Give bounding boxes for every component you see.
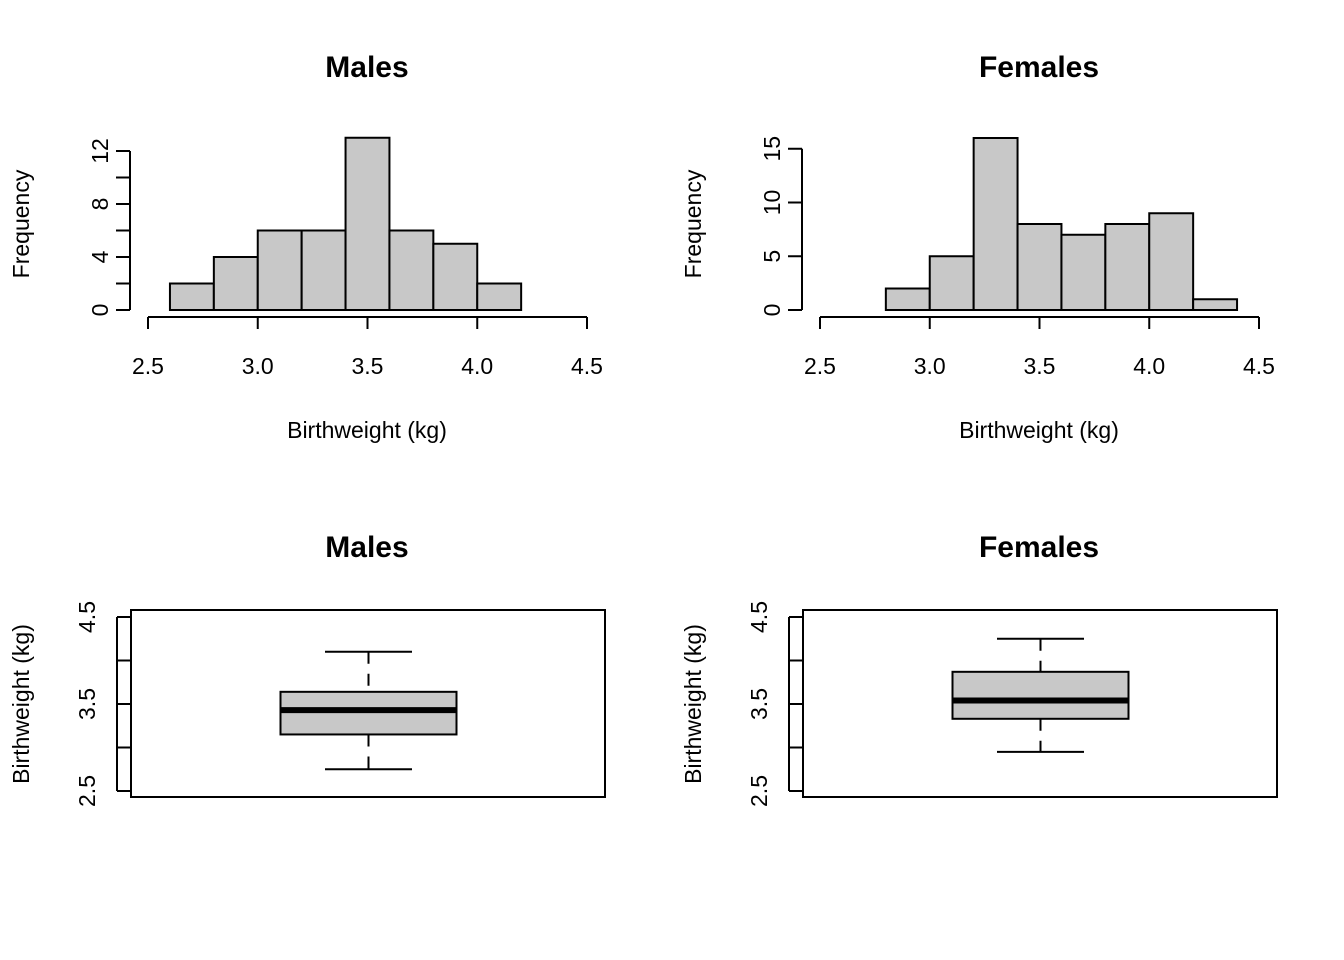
y-axis-label: Frequency <box>680 169 706 278</box>
histogram-bar <box>256 229 303 311</box>
boxplot-marks: 2.5 3.5 4.5 <box>74 601 606 807</box>
panel-males-boxplot: Males Birthweight (kg) 2.5 3.5 4.5 <box>8 531 606 807</box>
x-tick-label: 4.0 <box>1133 353 1165 379</box>
x-tick-label: 2.5 <box>804 353 836 379</box>
panel-males-histogram: Males Birthweight (kg) Frequency 2.5 3.0 3… <box>8 51 603 443</box>
y-tick-label: 15 <box>759 136 785 162</box>
x-tick-label: 4.5 <box>571 353 603 379</box>
histogram-bar <box>212 256 259 311</box>
iqr-box <box>951 670 1130 720</box>
y-tick-label: 0 <box>87 304 113 317</box>
panel-females-boxplot: Females Birthweight (kg) 2.5 3.5 4.5 <box>680 531 1278 807</box>
histogram-bar <box>1060 233 1107 311</box>
y-tick-label: 3.5 <box>74 688 100 720</box>
panel-females-histogram: Females Birthweight (kg) Frequency 2.5 3.… <box>680 51 1275 443</box>
x-tick-label: 2.5 <box>132 353 164 379</box>
y-tick-label: 0 <box>759 304 785 317</box>
y-tick-label: 4.5 <box>74 601 100 633</box>
chart-title: Males <box>325 51 408 84</box>
x-tick-label: 4.5 <box>1243 353 1275 379</box>
histogram-bar <box>1192 298 1239 311</box>
histogram-bar <box>344 136 391 311</box>
histogram-bar <box>884 287 931 311</box>
y-axis-label: Birthweight (kg) <box>8 624 34 784</box>
boxplot-marks: 2.5 3.5 4.5 <box>746 601 1278 807</box>
histogram-bar <box>1148 212 1195 311</box>
histogram-bar <box>300 229 347 311</box>
histogram-bar <box>972 137 1019 311</box>
y-tick-label: 3.5 <box>746 688 772 720</box>
chart-title: Females <box>979 51 1099 84</box>
histogram-bar <box>928 255 975 311</box>
y-tick-label: 8 <box>87 198 113 211</box>
y-axis-label: Frequency <box>8 169 34 278</box>
chart-title: Females <box>979 531 1099 564</box>
histogram-bar <box>432 242 479 311</box>
histogram-marks: 2.5 3.0 3.5 4.0 4.5 0 5 10 15 <box>759 136 1275 379</box>
y-tick-label: 5 <box>759 250 785 263</box>
y-tick-label: 12 <box>87 138 113 164</box>
x-axis-label: Birthweight (kg) <box>287 417 447 443</box>
x-tick-label: 3.0 <box>914 353 946 379</box>
histogram-marks: 2.5 3.0 3.5 4.0 4.5 0 4 8 12 <box>87 136 603 379</box>
x-tick-label: 4.0 <box>461 353 493 379</box>
x-tick-label: 3.0 <box>242 353 274 379</box>
x-tick-label: 3.5 <box>352 353 384 379</box>
histogram-bar <box>168 282 215 311</box>
y-tick-label: 4.5 <box>746 601 772 633</box>
histogram-bar <box>1104 223 1151 311</box>
y-tick-label: 2.5 <box>746 775 772 807</box>
chart-title: Males <box>325 531 408 564</box>
histogram-bar <box>388 229 435 311</box>
x-axis-label: Birthweight (kg) <box>959 417 1119 443</box>
y-tick-label: 10 <box>759 190 785 216</box>
y-axis-label: Birthweight (kg) <box>680 624 706 784</box>
y-tick-label: 2.5 <box>74 775 100 807</box>
histogram-bar <box>1016 223 1063 311</box>
y-tick-label: 4 <box>87 250 113 263</box>
histogram-bar <box>476 282 523 311</box>
iqr-box <box>279 690 458 736</box>
x-tick-label: 3.5 <box>1024 353 1056 379</box>
